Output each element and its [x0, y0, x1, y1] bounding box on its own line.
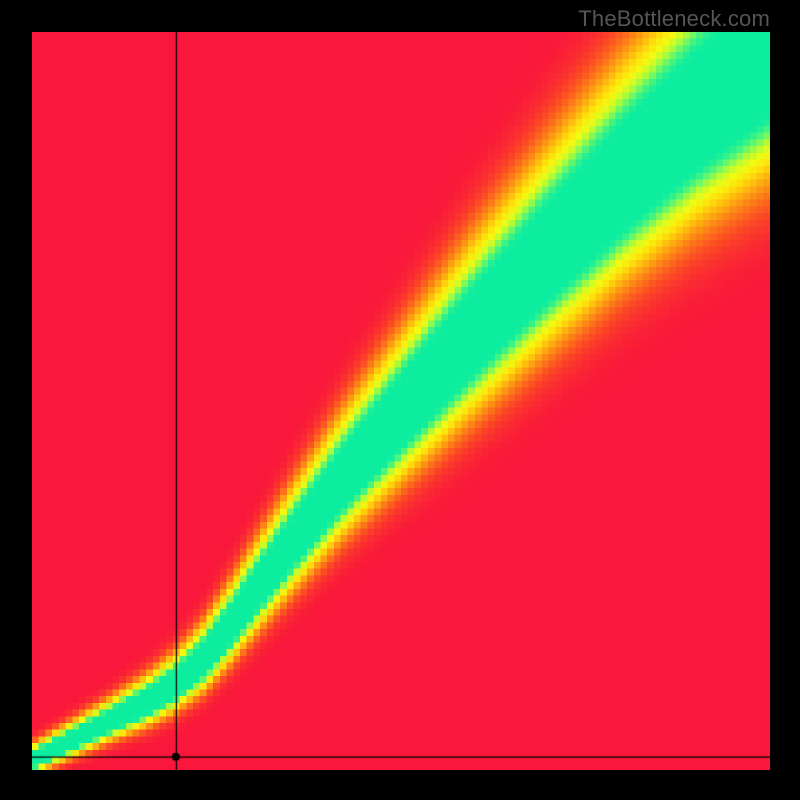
bottleneck-heatmap	[32, 32, 770, 770]
chart-container: TheBottleneck.com	[0, 0, 800, 800]
watermark-text: TheBottleneck.com	[578, 6, 770, 32]
